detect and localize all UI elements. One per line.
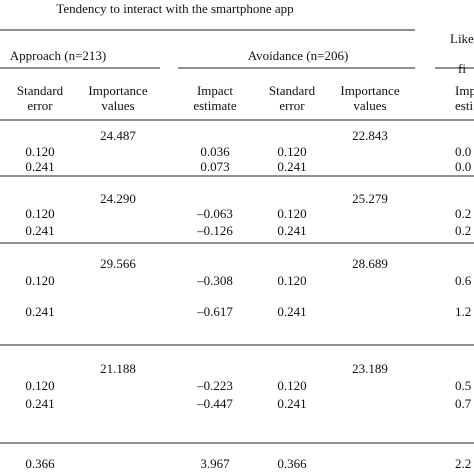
cell: 29.566 bbox=[100, 256, 136, 271]
cell: 0.241 bbox=[25, 223, 54, 238]
cell: 0.036 bbox=[200, 144, 230, 159]
cell: 3.967 bbox=[200, 456, 230, 471]
cell: 0.5 bbox=[455, 378, 471, 393]
cell: 0.6 bbox=[455, 273, 472, 288]
cell: 0.2 bbox=[455, 206, 471, 221]
cell: 0.241 bbox=[277, 304, 306, 319]
column-header: esti bbox=[455, 98, 473, 113]
cell: 24.487 bbox=[100, 128, 136, 143]
column-header: Standard bbox=[17, 83, 64, 98]
cell: 0.120 bbox=[25, 206, 54, 221]
cell: –0.126 bbox=[196, 223, 233, 238]
cell: –0.308 bbox=[196, 273, 233, 288]
cell: 0.120 bbox=[25, 273, 54, 288]
group-header: fi bbox=[458, 61, 466, 76]
column-header: Importance bbox=[340, 83, 399, 98]
cell: 22.843 bbox=[352, 128, 388, 143]
cell: 0.241 bbox=[277, 396, 306, 411]
cell: 0.241 bbox=[25, 304, 54, 319]
cell: 0.7 bbox=[455, 396, 472, 411]
cell: 25.279 bbox=[352, 191, 388, 206]
cell: 0.120 bbox=[277, 144, 306, 159]
cell: 0.366 bbox=[277, 456, 307, 471]
cell: –0.617 bbox=[196, 304, 233, 319]
cell: 0.120 bbox=[277, 206, 306, 221]
cell: 21.188 bbox=[100, 361, 136, 376]
column-header: estimate bbox=[193, 98, 237, 113]
group-header: Approach (n=213) bbox=[10, 48, 107, 63]
cell: 0.120 bbox=[277, 378, 306, 393]
cell: –0.063 bbox=[196, 206, 233, 221]
cell: 0.120 bbox=[25, 144, 54, 159]
column-header: Imp bbox=[455, 83, 474, 98]
group-header: Like bbox=[450, 31, 474, 46]
cell: 28.689 bbox=[352, 256, 388, 271]
cell: 2.2 bbox=[455, 456, 471, 471]
cell: 0.073 bbox=[200, 159, 229, 174]
cell: 0.0 bbox=[455, 159, 471, 174]
cell: 0.366 bbox=[25, 456, 55, 471]
cell: 0.241 bbox=[277, 159, 306, 174]
cell: 23.189 bbox=[352, 361, 388, 376]
cell: 0.0 bbox=[455, 144, 471, 159]
column-header: Impact bbox=[197, 83, 233, 98]
cell: –0.447 bbox=[196, 396, 233, 411]
cell: 0.241 bbox=[277, 223, 306, 238]
cell: 0.241 bbox=[25, 159, 54, 174]
column-header: error bbox=[27, 98, 53, 113]
cell: 0.120 bbox=[25, 378, 54, 393]
column-header: values bbox=[353, 98, 386, 113]
column-header: Standard bbox=[269, 83, 316, 98]
cell: 24.290 bbox=[100, 191, 136, 206]
column-header: error bbox=[279, 98, 305, 113]
column-header: values bbox=[101, 98, 134, 113]
cell: 0.2 bbox=[455, 223, 471, 238]
cell: 0.120 bbox=[277, 273, 306, 288]
table-title: Tendency to interact with the smartphone… bbox=[56, 1, 293, 16]
group-header: Avoidance (n=206) bbox=[248, 48, 349, 63]
cell: 0.241 bbox=[25, 396, 54, 411]
cell: –0.223 bbox=[196, 378, 233, 393]
cell: 1.2 bbox=[455, 304, 471, 319]
column-header: Importance bbox=[88, 83, 147, 98]
